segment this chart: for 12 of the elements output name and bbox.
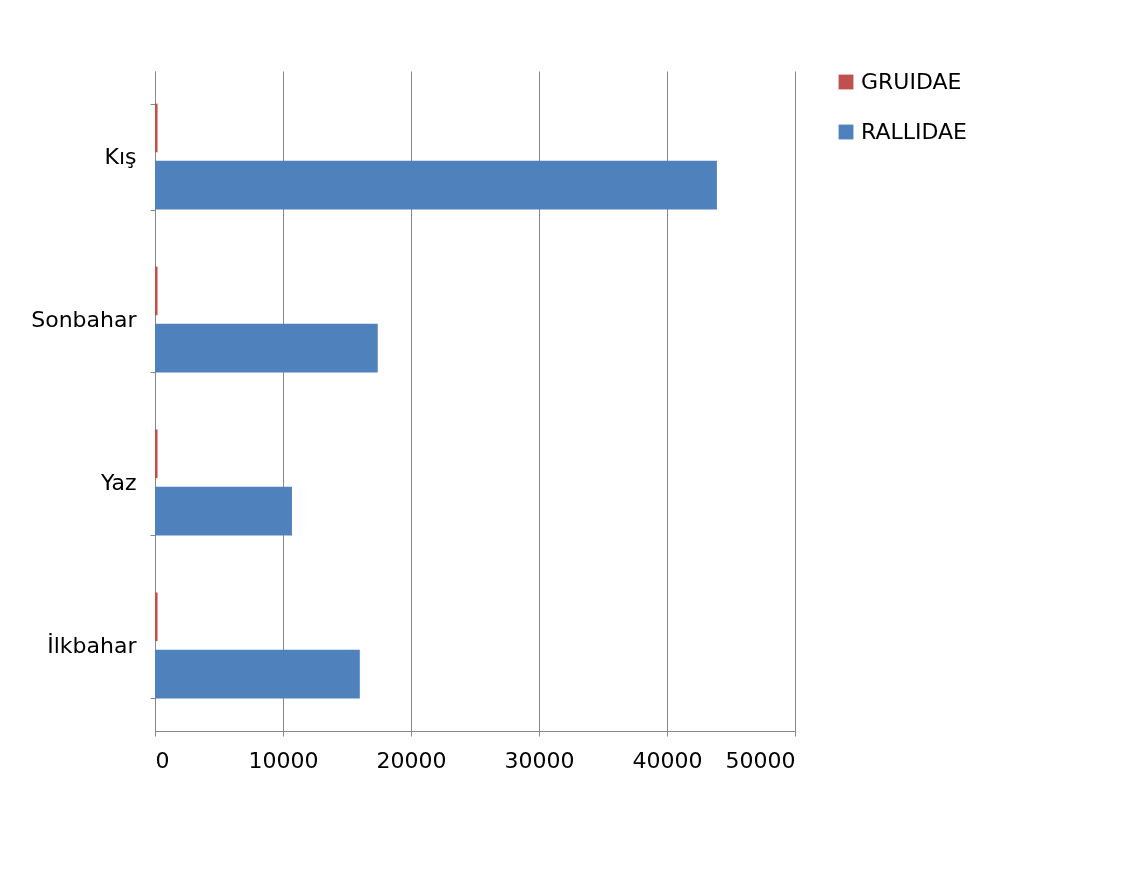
x-tick-label: 10000 [248,747,319,773]
y-tick-label: Kış [104,144,137,170]
y-tick-label: İlkbahar [47,632,138,658]
legend-label: RALLIDAE [861,119,967,144]
legend-label: GRUIDAE [861,69,962,94]
x-tick-label: 20000 [376,747,447,773]
x-tick-label: 0 [155,747,170,773]
x-tick-label: 40000 [632,747,703,773]
y-tick-label: Sonbahar [31,307,138,333]
y-tick-label: Yaz [100,469,137,495]
x-tick-label: 50000 [725,747,796,773]
x-tick-label: 30000 [504,747,575,773]
